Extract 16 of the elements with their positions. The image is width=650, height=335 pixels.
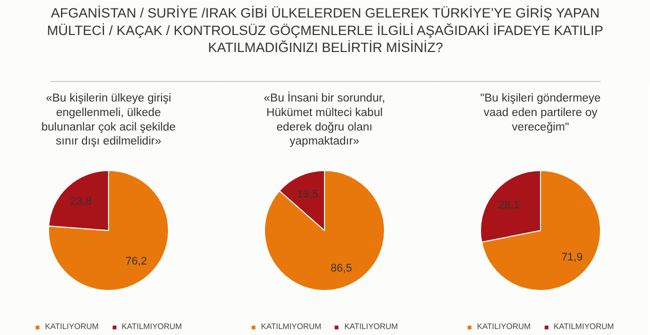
chart-subtitle: «Bu kişilerin ülkeye girişi engellenmeli, ülkede bulunanlar çok acil şekilde sınır dışı edilmelidir» bbox=[41, 92, 176, 148]
data-label: 23,8 bbox=[70, 196, 92, 208]
legend-label: KATILMIYORUM bbox=[122, 322, 182, 331]
data-label: 86,5 bbox=[330, 262, 352, 275]
data-label: 71,9 bbox=[561, 251, 583, 264]
data-label: 28,1 bbox=[498, 200, 520, 212]
legend-label: KATILMIYORUM bbox=[261, 322, 322, 331]
legend-label: KATILIYORUM bbox=[477, 322, 531, 331]
chart-subtitle: "Bu kişileri göndermeye vaad eden partilere oy vereceğim" bbox=[480, 92, 601, 134]
chart-subtitle: «Bu İnsani bir sorundur, Hükümet mülteci kabul ederek doğru olanı yapmaktadır» bbox=[264, 92, 386, 148]
legend-label: KATILIYORUM bbox=[45, 322, 99, 331]
legend-label: KATILMIYORUM bbox=[554, 322, 614, 331]
data-label: 13,5 bbox=[297, 188, 318, 200]
legend-label: KATILIYORUM bbox=[344, 322, 398, 331]
data-label: 76,2 bbox=[126, 255, 147, 268]
text: AFGANİSTAN / SURİYE /IRAK GİBİ ÜLKELERDEN GELEREK TÜRKİYE’YE GİRİŞ YAPAN MÜLTECİ / KAÇAK / KONTROLSÜZ GÖÇMENLERLE İLGİLİ AŞAĞIDAKİ İFADEYE KATILIP KATILMADIĞINIZI BELİRTİR MİSİNİZ? bbox=[47, 6, 604, 55]
